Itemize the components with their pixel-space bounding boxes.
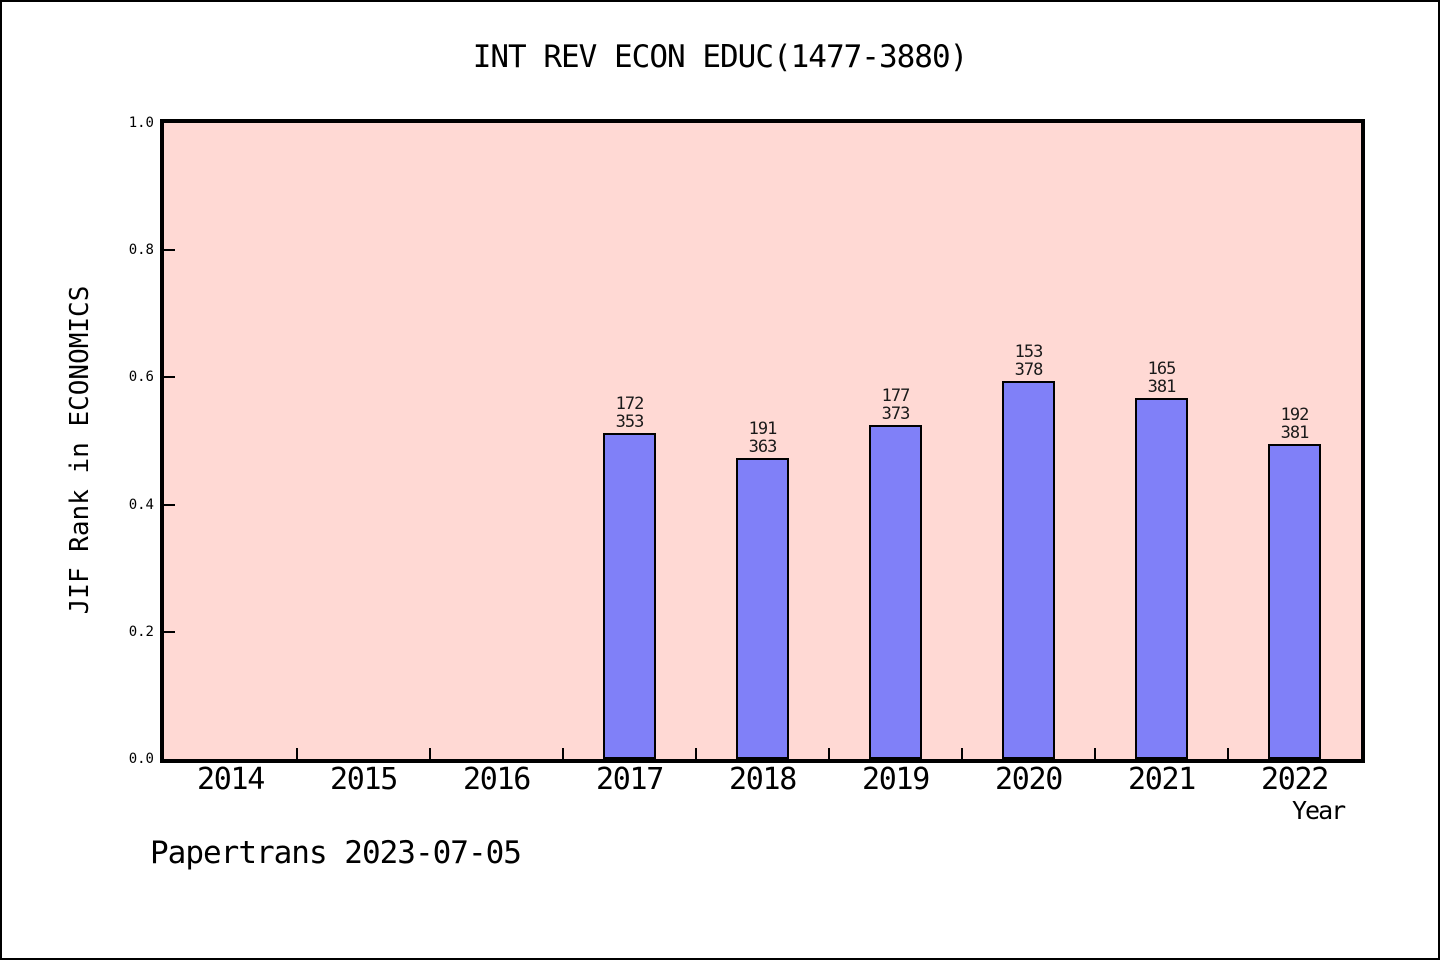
footer-note: Papertrans 2023-07-05: [150, 835, 522, 871]
x-category-label: 2015: [329, 762, 398, 797]
x-tick-mark: [429, 748, 431, 759]
chart-title: INT REV ECON EDUC(1477-3880): [472, 39, 969, 75]
bar-2018: [736, 457, 789, 759]
bar-label-2022: 192 381: [1280, 404, 1310, 443]
bar-2017: [603, 432, 656, 759]
bar-2022: [1268, 443, 1321, 759]
bar-label-2019: 177 373: [881, 386, 911, 425]
y-tick-label: 0.2: [128, 623, 154, 640]
bar-2021: [1135, 398, 1188, 759]
x-category-label: 2018: [728, 762, 797, 797]
bar-label-2020: 153 378: [1014, 341, 1044, 380]
bar-label-2017: 172 353: [615, 393, 645, 432]
x-category-label: 2016: [462, 762, 531, 797]
bar-2020: [1002, 380, 1055, 759]
x-tick-mark: [1227, 748, 1229, 759]
x-category-label: 2014: [196, 762, 265, 797]
x-category-label: 2021: [1127, 762, 1196, 797]
y-tick-mark: [164, 376, 175, 379]
x-category-label: 2017: [595, 762, 664, 797]
y-axis-label: JIF Rank in ECONOMICS: [65, 285, 95, 615]
x-tick-mark: [1094, 748, 1096, 759]
y-tick-label: 1.0: [128, 115, 154, 131]
x-tick-mark: [695, 748, 697, 759]
y-tick-label: 0.4: [128, 496, 154, 513]
x-category-label: 2022: [1260, 762, 1329, 797]
x-category-label: 2019: [861, 762, 930, 797]
x-tick-mark: [296, 748, 298, 759]
y-tick-mark: [164, 503, 175, 506]
y-tick-label: 0.8: [128, 242, 154, 259]
y-tick-mark: [164, 249, 175, 252]
bar-label-2018: 191 363: [748, 418, 778, 457]
y-tick-label: 0.6: [128, 369, 154, 386]
x-axis-label: Year: [1292, 796, 1346, 825]
y-tick-mark: [164, 630, 175, 633]
bar-2019: [869, 425, 922, 759]
y-tick-label: 0.0: [128, 751, 154, 767]
x-category-label: 2020: [994, 762, 1063, 797]
bar-label-2021: 165 381: [1147, 359, 1177, 398]
x-tick-mark: [562, 748, 564, 759]
x-tick-mark: [961, 748, 963, 759]
x-tick-mark: [828, 748, 830, 759]
